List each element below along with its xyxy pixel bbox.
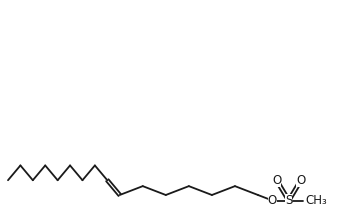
Text: S: S bbox=[285, 194, 293, 207]
Text: O: O bbox=[296, 174, 305, 187]
Text: O: O bbox=[268, 194, 277, 207]
Text: CH₃: CH₃ bbox=[305, 194, 327, 207]
Text: O: O bbox=[272, 174, 281, 187]
